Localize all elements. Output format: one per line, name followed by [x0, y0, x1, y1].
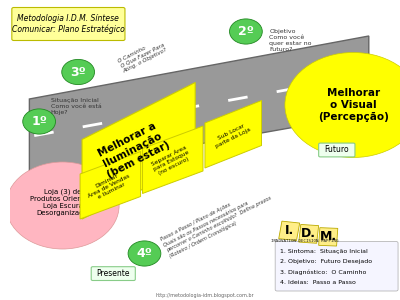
Text: I.: I.	[284, 224, 294, 237]
Text: Melhorar a
Iluminação
(bem estar): Melhorar a Iluminação (bem estar)	[94, 119, 171, 181]
Text: Separar Área
para Estoque
(no escuro): Separar Área para Estoque (no escuro)	[150, 144, 193, 177]
Circle shape	[230, 19, 262, 44]
Circle shape	[285, 52, 400, 158]
Polygon shape	[80, 152, 140, 219]
Circle shape	[6, 162, 119, 249]
FancyBboxPatch shape	[91, 267, 135, 280]
Text: 1º: 1º	[31, 115, 47, 128]
Text: Sub Locar
parte da Loja: Sub Locar parte da Loja	[212, 122, 252, 148]
Text: O Caminho
O Que Fazer Para
Ating. o Objetivo?: O Caminho O Que Fazer Para Ating. o Obje…	[117, 37, 168, 74]
FancyBboxPatch shape	[319, 143, 355, 157]
Circle shape	[128, 241, 161, 266]
FancyBboxPatch shape	[275, 242, 398, 291]
Text: Passo a Passo / Plano de Ações
Quais são os Passos necessários para
percorrer o : Passo a Passo / Plano de Ações Quais são…	[160, 185, 275, 259]
FancyBboxPatch shape	[12, 8, 125, 41]
Text: D.: D.	[301, 227, 316, 240]
FancyBboxPatch shape	[279, 221, 300, 241]
Text: Objetivo
Como você
quer estar no
Futuro?: Objetivo Como você quer estar no Futuro?	[269, 29, 312, 52]
Text: 2º: 2º	[238, 25, 254, 38]
Text: 2. Objetivo:  Futuro Desejado: 2. Objetivo: Futuro Desejado	[280, 260, 372, 264]
Circle shape	[23, 109, 56, 134]
Polygon shape	[82, 82, 195, 219]
FancyBboxPatch shape	[319, 228, 338, 246]
Text: Metodologia I.D.M. Síntese
Comunicar: Plano Estratégico: Metodologia I.D.M. Síntese Comunicar: Pl…	[12, 14, 125, 34]
Polygon shape	[205, 100, 262, 168]
Text: http://metodologia-idm.blogspot.com.br: http://metodologia-idm.blogspot.com.br	[156, 292, 254, 298]
Text: 4º: 4º	[136, 247, 152, 260]
Text: Melhorar
o Visual
(Percepção): Melhorar o Visual (Percepção)	[318, 88, 389, 122]
Circle shape	[62, 59, 94, 85]
Text: INNOVATION DECISION MAPPING: INNOVATION DECISION MAPPING	[271, 239, 338, 244]
Text: M.: M.	[320, 230, 337, 243]
Text: 4. Ideias:  Passo a Passo: 4. Ideias: Passo a Passo	[280, 280, 356, 285]
Text: Diminuir
Área de Vendas
e Iluminar: Diminuir Área de Vendas e Iluminar	[84, 168, 133, 204]
Text: 3º: 3º	[70, 65, 86, 79]
Polygon shape	[29, 36, 369, 174]
Polygon shape	[142, 126, 203, 194]
Text: Loja (3) de
Produtos Orientais
Loja Escura
Desorganizada: Loja (3) de Produtos Orientais Loja Escu…	[30, 189, 95, 216]
Text: Futuro: Futuro	[324, 146, 349, 154]
FancyBboxPatch shape	[299, 224, 319, 243]
Text: 3. Diagnóstico:  O Caminho: 3. Diagnóstico: O Caminho	[280, 270, 367, 275]
Text: Situação Inicial
Como você está
Hoje?: Situação Inicial Como você está Hoje?	[51, 98, 102, 115]
Text: Presente: Presente	[96, 269, 130, 278]
Text: 1. Sintoma:  Situação Inicial: 1. Sintoma: Situação Inicial	[280, 249, 368, 254]
